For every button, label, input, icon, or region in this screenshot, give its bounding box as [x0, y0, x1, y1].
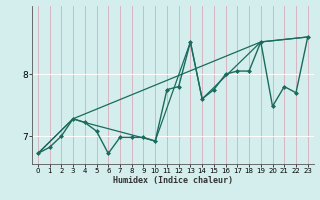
X-axis label: Humidex (Indice chaleur): Humidex (Indice chaleur) — [113, 176, 233, 185]
